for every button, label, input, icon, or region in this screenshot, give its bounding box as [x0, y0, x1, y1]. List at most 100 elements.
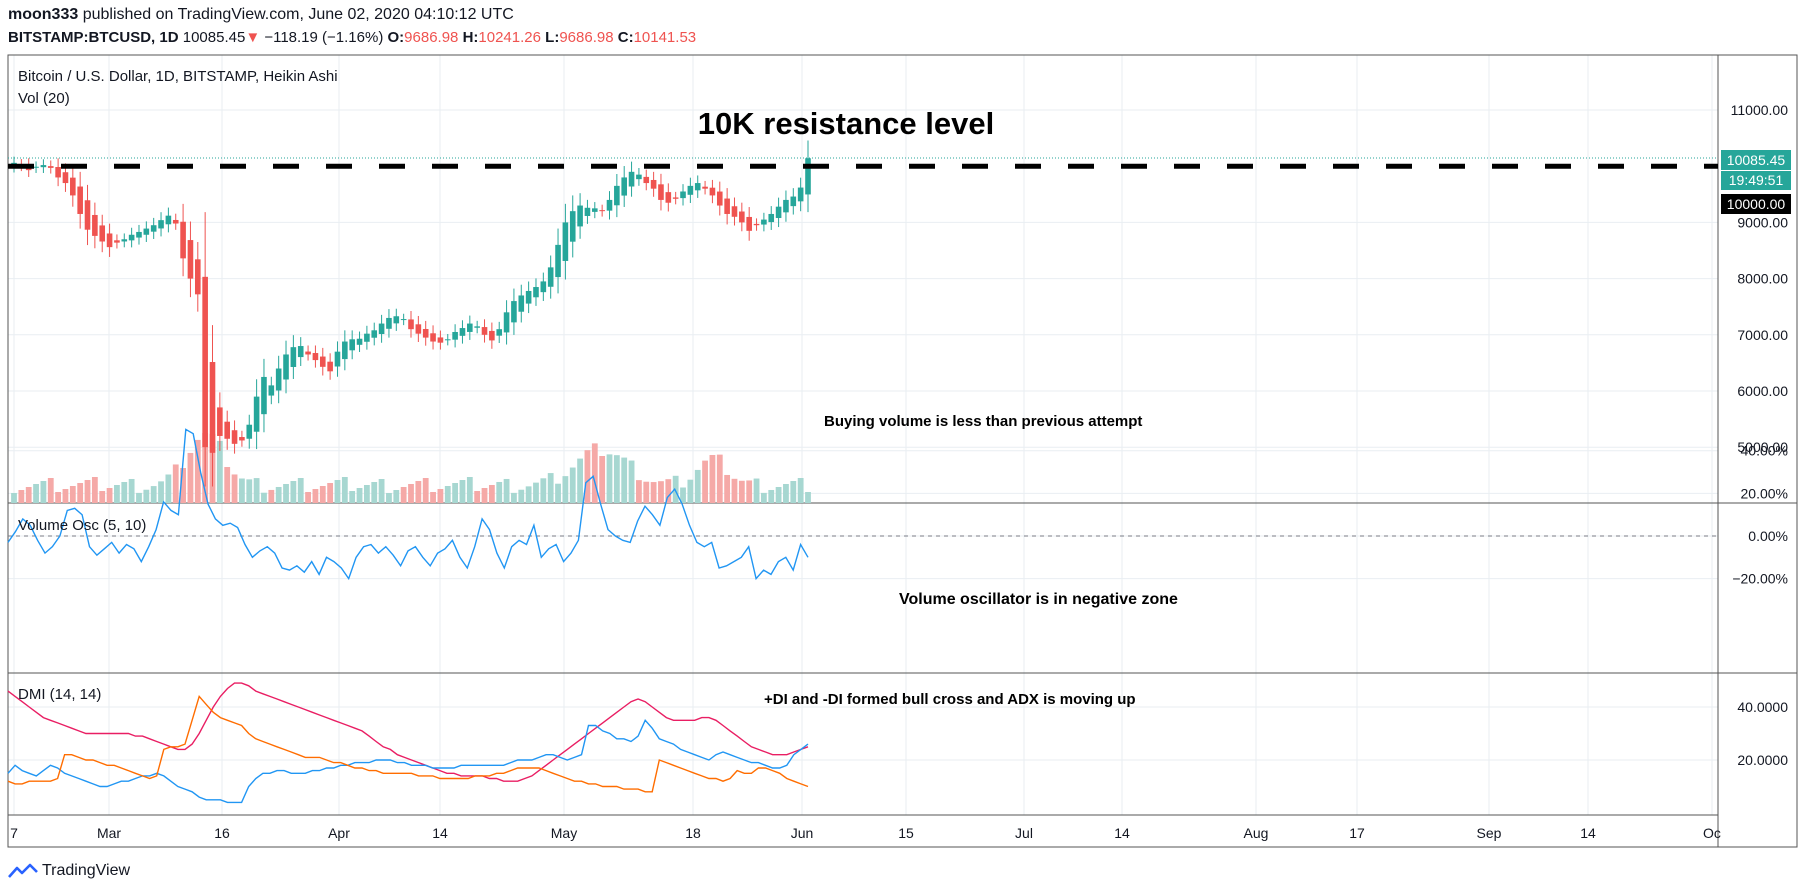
volume-bar — [114, 484, 120, 503]
candle-body — [687, 185, 694, 195]
volume-bar — [650, 482, 657, 503]
time-tick-label: 14 — [1114, 825, 1130, 841]
candle-body — [724, 198, 730, 214]
chart-axes: 7 Mar 16 Apr 14 May 18 Jun 15 Jul 14 Aug 17 Sep 14 Oc 50… — [10, 102, 1788, 841]
close-value: 10141.53 — [633, 29, 697, 46]
candle-body — [165, 215, 172, 225]
volume-bar — [753, 478, 760, 503]
high-value: 10241.26 — [478, 29, 541, 46]
price-tick-label: 7000.00 — [1737, 327, 1788, 343]
volume-bar — [62, 489, 69, 503]
volume-bar — [25, 487, 32, 503]
volume-annotation: Buying volume is less than previous atte… — [824, 413, 1142, 430]
chart-panes — [7, 54, 1798, 848]
volume-bar — [371, 482, 378, 503]
resistance-price-badge — [1721, 194, 1791, 214]
volume-bar — [797, 478, 804, 503]
candle-body — [290, 347, 297, 367]
volume-bar — [327, 483, 334, 503]
volume-bar — [790, 480, 797, 503]
volume-bar — [349, 491, 356, 503]
volume-bar — [91, 477, 98, 503]
volume-bar — [312, 489, 319, 503]
volume-bar — [437, 489, 444, 503]
volume-bar — [540, 478, 547, 503]
author-name[interactable]: moon333 — [8, 6, 79, 23]
volume-bar — [687, 479, 694, 503]
volume-bar — [606, 454, 613, 503]
candle-body — [393, 316, 400, 324]
volume-bar — [599, 456, 606, 503]
candle-body — [84, 200, 91, 230]
candle-body — [268, 385, 275, 396]
candle-body — [312, 353, 319, 361]
osc-tick-label: 40.00% — [1741, 443, 1788, 459]
volume-bar — [261, 492, 267, 503]
candle-body — [319, 356, 326, 367]
volume-bar — [533, 482, 539, 503]
adx-line — [7, 682, 809, 782]
candle-body — [746, 216, 752, 231]
countdown-label: 19:49:51 — [1729, 172, 1784, 188]
volume-bar — [702, 460, 708, 503]
tradingview-logo[interactable]: TradingView — [8, 862, 130, 880]
volume-bar — [591, 443, 598, 503]
volume-bar — [783, 483, 789, 503]
volume-bar — [488, 484, 495, 503]
time-tick-label: 14 — [1580, 825, 1596, 841]
volume-bar — [768, 489, 775, 503]
close-label: C: — [617, 29, 634, 46]
volume-bar — [613, 455, 620, 503]
candle-body — [194, 259, 201, 295]
candle-body — [547, 267, 554, 287]
volume-bar — [224, 467, 231, 503]
candle-body — [158, 220, 164, 229]
candle-body — [444, 339, 451, 341]
volume-bar — [459, 479, 466, 503]
vol-osc-line — [7, 428, 809, 581]
plus-di-line — [7, 719, 809, 804]
time-tick-label: 7 — [10, 825, 18, 841]
volume-bar — [562, 476, 569, 503]
volume-bar — [47, 478, 54, 503]
candle-body — [114, 240, 120, 243]
volume-bar — [731, 478, 738, 503]
candle-body — [430, 333, 436, 342]
countdown-badge — [1721, 171, 1791, 190]
volume-bar — [422, 478, 429, 503]
candle-body — [172, 219, 179, 224]
candle-body — [327, 361, 333, 372]
volume-bar — [239, 478, 245, 503]
symbol-name[interactable]: BITSTAMP:BTCUSD, 1D — [8, 29, 179, 46]
candle-body — [386, 317, 392, 329]
volume-bar — [547, 473, 554, 503]
candle-body — [489, 330, 495, 341]
volume-bar — [474, 490, 481, 503]
candle-body — [400, 319, 407, 321]
volume-bar — [805, 492, 811, 503]
candle-body — [378, 323, 385, 335]
candle-body — [415, 324, 422, 334]
candle-body — [797, 187, 804, 202]
resistance-annotation: 10K resistance level — [698, 106, 994, 141]
volume-bar — [577, 458, 583, 503]
candle-body — [297, 346, 304, 358]
candle-body — [753, 223, 760, 226]
candle-body — [121, 239, 128, 242]
volume-bar — [231, 474, 238, 503]
candle-body — [783, 199, 789, 213]
candle-body — [209, 362, 216, 453]
volume-bar — [128, 478, 135, 503]
candle-body — [577, 205, 583, 227]
heikin-ashi-candles — [11, 140, 811, 487]
candle-body — [239, 437, 245, 441]
volume-bar — [290, 480, 297, 503]
candle-body — [128, 234, 135, 241]
time-tick-label: Mar — [97, 825, 121, 841]
candle-body — [739, 211, 745, 223]
candle-body — [33, 166, 39, 168]
volume-bar — [636, 480, 642, 503]
time-tick-label: May — [551, 825, 577, 841]
candle-body — [180, 221, 186, 259]
